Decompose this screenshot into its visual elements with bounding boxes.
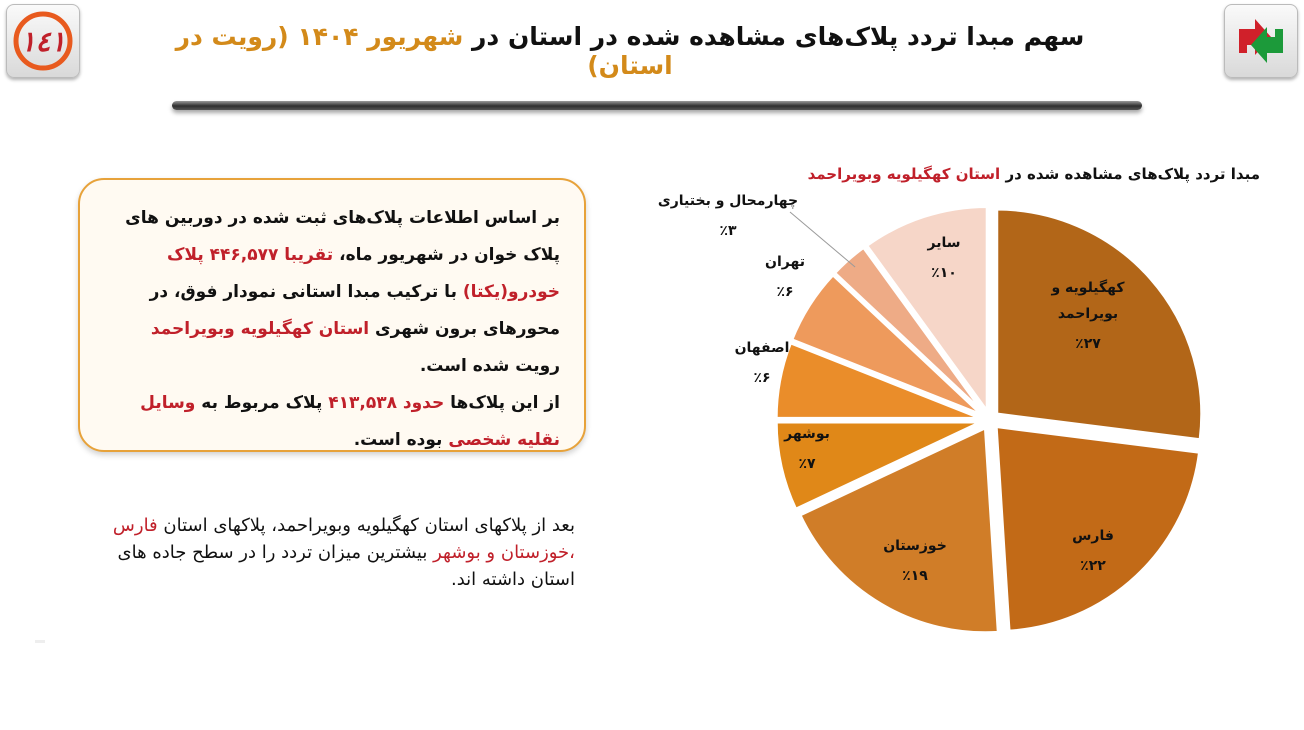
slice-value-label: ٪۷ [798,456,816,472]
slice-value-label: ٪۱۹ [902,568,928,584]
summary-paragraph-1: بر اساس اطلاعات پلاک‌های ثبت شده در دورب… [104,200,560,385]
slice-value-label: ٪۳ [719,223,737,239]
chart-title: مبدا تردد پلاک‌های مشاهده شده در استان ک… [700,165,1260,183]
slice-name-label: تهران [765,254,805,270]
summary-highlight-count: تقریبا ۴۴۶,۵۷۷ پلاک خودرو(یکتا) [167,245,560,302]
slice-value-label: ٪۲۲ [1080,558,1106,574]
logo-141-icon: ١٤١ [13,11,73,71]
slice-value-label: ٪۶ [753,370,770,386]
slice-name-label: خوزستان [883,538,947,554]
summary-text: از این پلاک‌ها [450,393,560,413]
pie-slice [864,204,989,417]
summary-paragraph-2: از این پلاک‌ها حدود ۴۱۳,۵۳۸ پلاک مربوط ب… [104,385,560,459]
decorative-mark [35,640,45,643]
summary-text: پلاک مربوط به [201,393,323,413]
summary-highlight-private: حدود ۴۱۳,۵۳۸ [328,393,445,413]
pie-slice [797,425,1000,635]
chart-title-highlight: استان کهگیلویه وبویراحمد [807,165,1001,183]
slice-value-label: ٪۲۷ [1075,336,1101,352]
summary-text: بر اساس اطلاعات پلاک‌های ثبت شده در دورب… [125,208,560,265]
slice-name-label: بویراحمد [1058,306,1118,322]
pie-slice [774,420,982,512]
header-divider [172,101,1142,110]
logo-141: ١٤١ [6,4,80,78]
svg-text:١٤١: ١٤١ [20,25,65,58]
summary-highlight-province: استان کهگیلویه وبویراحمد [150,319,370,339]
page-title: سهم مبدا تردد پلاک‌های مشاهده شده در است… [130,22,1130,80]
footnote-text: بیشترین میزان تردد را در سطح جاده های اس… [117,542,575,590]
title-sub: (رویت در استان) [175,22,673,80]
footnote-highlight: فارس ،خوزستان و بوشهر [112,515,575,563]
pie-slice [774,340,982,420]
summary-text: رویت شده است. [419,356,560,376]
footnote-text: بعد از پلاکهای استان کهگیلویه وبویراحمد،… [163,515,575,536]
slice-name-label: سایر [927,235,961,251]
summary-highlight-vehicles: وسایل نقلیه شخصی [140,393,560,450]
summary-text: بوده است. [353,430,443,450]
title-month: شهریور ۱۴۰۴ [297,22,464,51]
slice-name-label: فارس [1072,528,1114,544]
pie-slice [832,245,986,415]
pie-slice [994,424,1202,633]
slice-name-label: بوشهر [783,426,830,442]
slice-name-label: اصفهان [735,340,790,356]
road-authority-icon [1239,19,1283,63]
slice-name-label: چهارمحال و بختیاری [658,193,798,209]
slice-name-label: کهگیلویه و [1050,279,1125,296]
logo-road-authority [1224,4,1298,78]
summary-box: بر اساس اطلاعات پلاک‌های ثبت شده در دورب… [78,178,586,452]
pie-slice [995,207,1204,442]
leader-line [789,211,856,268]
slice-value-label: ٪۱۰ [931,265,957,281]
title-main: سهم مبدا تردد پلاک‌های مشاهده شده در است… [472,22,1085,51]
summary-text: با ترکیب مبدا استانی نمودار فوق، در محور… [149,282,560,339]
slice-value-label: ٪۶ [776,284,793,300]
chart-title-text: مبدا تردد پلاک‌های مشاهده شده در [1005,165,1260,183]
footnote: بعد از پلاکهای استان کهگیلویه وبویراحمد،… [95,512,575,593]
pie-slice [789,272,984,417]
